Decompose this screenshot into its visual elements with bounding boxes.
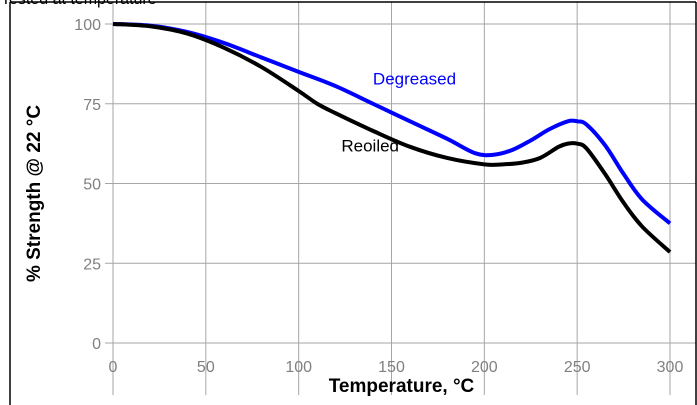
tick-labels: 0 50 100 150 200 250 300 0 25 50 75 100 xyxy=(74,17,683,376)
chart-caption: Tested at temperature xyxy=(1,0,157,9)
series-line-reoiled xyxy=(112,22,672,254)
x-tick-label: 150 xyxy=(378,359,405,376)
y-axis-title: % Strength @ 22 °C xyxy=(24,105,45,282)
x-tick-label: 0 xyxy=(109,359,118,376)
series-label-degreased: Degreased xyxy=(373,70,456,89)
y-tick-label: 0 xyxy=(92,336,101,353)
y-tick-label: 75 xyxy=(83,97,101,114)
y-tick-label: 25 xyxy=(83,256,101,273)
series-labels: Degreased Reoiled xyxy=(341,70,456,156)
x-tick-label: 300 xyxy=(657,359,684,376)
series-label-reoiled: Reoiled xyxy=(341,137,399,156)
plot-frame xyxy=(9,1,697,405)
x-axis-title: Temperature, °C xyxy=(329,376,475,397)
series-line-degreased xyxy=(112,22,672,225)
x-tick-label: 50 xyxy=(197,359,215,376)
x-tick-label: 100 xyxy=(285,359,312,376)
grid xyxy=(105,2,696,395)
y-tick-label: 100 xyxy=(74,17,101,34)
y-tick-label: 50 xyxy=(83,177,101,194)
x-tick-label: 200 xyxy=(471,359,498,376)
series-lines xyxy=(112,22,672,254)
x-tick-label: 250 xyxy=(564,359,591,376)
